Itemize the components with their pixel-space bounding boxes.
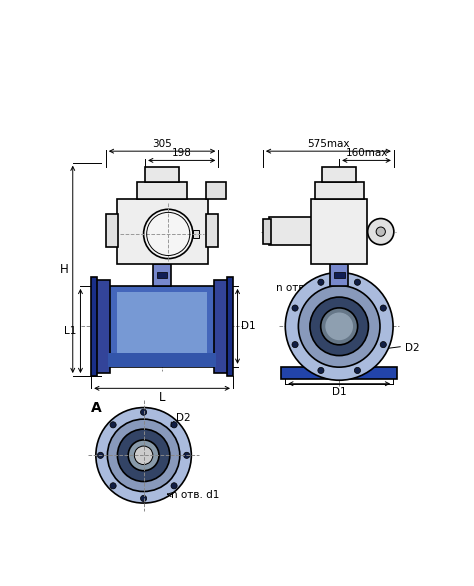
Circle shape: [171, 422, 177, 428]
Circle shape: [183, 452, 190, 458]
Circle shape: [380, 342, 386, 347]
Bar: [330, 264, 348, 286]
Text: 198: 198: [172, 148, 191, 158]
Bar: [311, 199, 367, 264]
Bar: [315, 182, 364, 199]
Circle shape: [318, 279, 324, 285]
Bar: [282, 367, 397, 379]
Bar: [106, 214, 118, 247]
Bar: [322, 166, 356, 182]
Bar: [117, 199, 208, 264]
Text: 305: 305: [152, 139, 172, 149]
Circle shape: [380, 305, 386, 311]
Circle shape: [118, 429, 170, 482]
Text: L: L: [159, 391, 165, 404]
Circle shape: [171, 483, 177, 489]
Text: H: H: [60, 263, 69, 276]
Circle shape: [108, 419, 180, 492]
Text: 575max: 575max: [307, 139, 350, 149]
Circle shape: [376, 227, 385, 236]
Circle shape: [140, 409, 146, 415]
Circle shape: [310, 297, 368, 356]
Text: D1: D1: [241, 321, 255, 331]
Circle shape: [285, 272, 393, 380]
Circle shape: [292, 305, 298, 311]
Circle shape: [368, 219, 394, 245]
Circle shape: [134, 446, 153, 465]
Text: n отв. d: n отв. d: [276, 283, 318, 293]
Text: D2: D2: [405, 343, 419, 353]
Text: n отв. d1: n отв. d1: [171, 490, 219, 500]
Circle shape: [110, 422, 116, 428]
Circle shape: [140, 495, 146, 502]
Bar: [137, 182, 187, 199]
Bar: [227, 277, 233, 376]
Bar: [91, 277, 97, 376]
Circle shape: [298, 285, 380, 367]
Text: 160max: 160max: [346, 148, 388, 158]
Text: A: A: [91, 401, 101, 414]
Circle shape: [318, 367, 324, 373]
Bar: [263, 219, 271, 244]
Circle shape: [321, 308, 358, 345]
Circle shape: [355, 279, 361, 285]
Text: D1: D1: [332, 387, 346, 397]
Circle shape: [97, 452, 103, 458]
Circle shape: [292, 342, 298, 347]
Circle shape: [128, 440, 159, 471]
Bar: [108, 286, 216, 367]
Circle shape: [325, 312, 353, 340]
Circle shape: [110, 483, 116, 489]
Circle shape: [96, 408, 191, 503]
Bar: [193, 230, 199, 238]
Bar: [153, 264, 171, 286]
Text: L1: L1: [64, 326, 77, 336]
Circle shape: [355, 367, 361, 373]
Bar: [206, 214, 219, 247]
Bar: [206, 182, 226, 199]
Bar: [334, 272, 345, 278]
Bar: [118, 292, 207, 360]
Bar: [96, 280, 109, 373]
Bar: [157, 272, 167, 278]
Circle shape: [144, 209, 193, 258]
Text: D2: D2: [176, 413, 191, 423]
Bar: [214, 280, 228, 373]
Bar: [108, 353, 216, 367]
Bar: [145, 166, 179, 182]
Bar: [269, 217, 313, 245]
